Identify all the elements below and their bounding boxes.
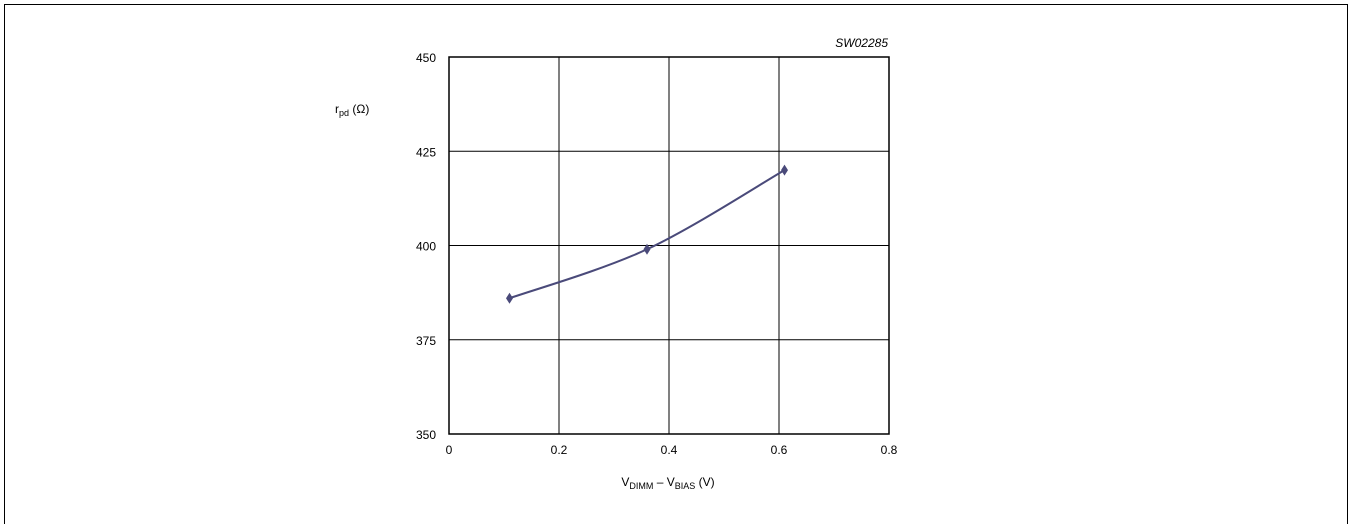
plot-area <box>448 56 890 435</box>
grid <box>448 56 890 435</box>
figure-frame <box>4 4 1348 524</box>
data-point-marker <box>506 292 513 304</box>
x-tick-label: 0 <box>446 443 453 457</box>
x-tick-label: 0.2 <box>551 443 568 457</box>
y-axis-label-tail: (Ω) <box>349 102 369 116</box>
figure-code: SW02285 <box>835 36 888 50</box>
y-axis-label: rpd (Ω) <box>335 102 369 118</box>
x-axis-label-mid: – V <box>653 475 674 489</box>
data-point-marker <box>781 164 788 176</box>
x-tick-label: 0.8 <box>881 443 898 457</box>
x-axis-label-sub2: BIAS <box>675 481 696 491</box>
y-tick-label: 350 <box>416 428 436 442</box>
y-axis-label-main: r <box>335 102 339 116</box>
x-tick-label: 0.4 <box>661 443 678 457</box>
x-axis-label-main1: V <box>621 475 629 489</box>
y-axis-label-sub: pd <box>339 108 349 118</box>
y-tick-labels: 350 375 400 425 450 <box>416 51 436 442</box>
y-tick-label: 375 <box>416 334 436 348</box>
x-axis-label-tail: (V) <box>695 475 714 489</box>
y-tick-label: 425 <box>416 145 436 159</box>
chart: 350 375 400 425 450 0 0.2 0.4 0.6 0.8 SW02285 rp… <box>335 36 898 491</box>
data-point-marker <box>643 243 651 255</box>
y-tick-label: 450 <box>416 51 436 65</box>
x-axis-label-sub1: DIMM <box>629 481 653 491</box>
x-tick-label: 0.6 <box>771 443 788 457</box>
y-tick-label: 400 <box>416 240 436 254</box>
series-line <box>509 169 785 300</box>
series-markers <box>506 164 788 304</box>
x-axis-label: VDIMM – VBIAS (V) <box>621 475 714 491</box>
x-tick-labels: 0 0.2 0.4 0.6 0.8 <box>446 443 898 457</box>
